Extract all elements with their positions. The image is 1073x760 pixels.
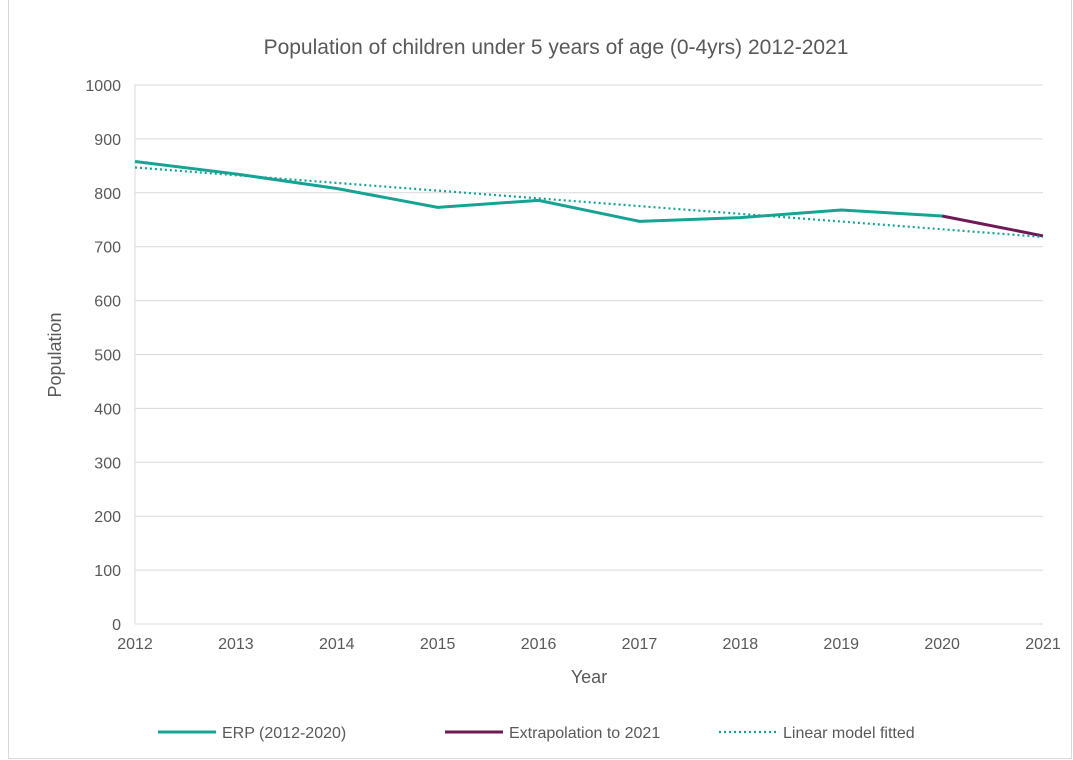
x-tick-label: 2012 — [117, 636, 153, 653]
legend-label: Extrapolation to 2021 — [509, 725, 660, 742]
y-tick-label: 400 — [94, 401, 121, 418]
x-tick-label: 2017 — [622, 636, 658, 653]
x-tick-label: 2014 — [319, 636, 355, 653]
x-tick-label: 2013 — [218, 636, 254, 653]
chart-frame: Population of children under 5 years of … — [8, 0, 1072, 759]
legend-label: ERP (2012-2020) — [222, 725, 346, 742]
x-tick-label: 2016 — [521, 636, 557, 653]
x-tick-label: 2020 — [924, 636, 960, 653]
y-tick-label: 100 — [94, 563, 121, 580]
series-line — [134, 166, 1044, 239]
y-axis-ticks: 0 100 200 300 400 500 600 700 800 900 1000 — [85, 78, 121, 634]
x-tick-label: 2021 — [1025, 636, 1061, 653]
chart-title: Population of children under 5 years of … — [264, 36, 849, 59]
x-tick-label: 2019 — [823, 636, 859, 653]
y-axis-title: Population — [45, 312, 65, 397]
x-tick-label: 2018 — [723, 636, 759, 653]
series-line — [941, 214, 1044, 238]
series-lines — [134, 160, 1044, 239]
y-tick-label: 500 — [94, 348, 121, 365]
y-tick-label: 900 — [94, 132, 121, 149]
line-chart: Population of children under 5 years of … — [45, 36, 1061, 742]
y-tick-label: 700 — [94, 240, 121, 257]
series-line — [134, 160, 943, 223]
legend-label: Linear model fitted — [783, 725, 915, 742]
y-tick-label: 300 — [94, 455, 121, 472]
x-axis-title: Year — [571, 667, 607, 687]
y-tick-label: 1000 — [85, 78, 121, 95]
y-tick-label: 0 — [112, 617, 121, 634]
y-tick-label: 200 — [94, 509, 121, 526]
gridlines — [134, 84, 1043, 625]
x-axis-ticks: 2012 2013 2014 2015 2016 2017 2018 2019 2020 2021 — [117, 636, 1061, 653]
x-tick-label: 2015 — [420, 636, 456, 653]
y-tick-label: 600 — [94, 294, 121, 311]
legend: ERP (2012-2020) Extrapolation to 2021 Line… — [158, 725, 915, 742]
y-tick-label: 800 — [94, 186, 121, 203]
